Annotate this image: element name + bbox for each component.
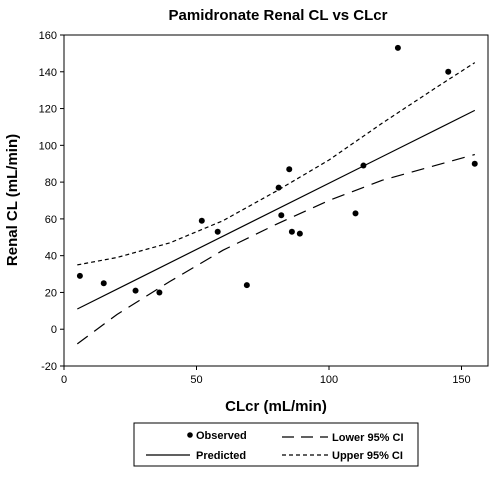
observed-point — [471, 160, 478, 167]
x-tick-label: 0 — [61, 374, 67, 386]
y-tick-label: 0 — [51, 324, 57, 336]
series-lines — [76, 62, 476, 345]
legend-box — [133, 422, 419, 467]
observed-point — [288, 228, 295, 235]
chart-title: Pamidronate Renal CL vs CLcr — [169, 7, 388, 24]
y-tick-label: -20 — [41, 361, 57, 373]
observed-point — [214, 228, 221, 235]
legend-observed-marker — [187, 432, 193, 438]
y-tick-label: 80 — [45, 177, 57, 189]
observed-point — [100, 280, 107, 287]
x-tick-label: 50 — [190, 374, 202, 386]
y-tick-label: 140 — [39, 67, 57, 79]
observed-point — [394, 44, 401, 51]
series-line-lower-95-ci — [76, 153, 475, 345]
observed-point — [445, 68, 452, 75]
legend-predicted-label: Predicted — [196, 450, 246, 462]
series-line-predicted — [77, 109, 476, 310]
observed-point — [278, 212, 285, 219]
legend-upper-ci-label: Upper 95% CI — [332, 450, 403, 462]
y-axis-title: Renal CL (mL/min) — [4, 134, 21, 266]
y-tick-label: 120 — [39, 104, 57, 116]
x-axis: 0 50 100 150 — [61, 366, 471, 386]
series-line-upper-95-ci — [77, 62, 476, 266]
observed-point — [156, 289, 163, 296]
y-axis: -20 0 20 40 60 80 100 120 140 160 — [39, 30, 64, 373]
y-tick-label: 40 — [45, 251, 57, 263]
observed-point — [76, 272, 83, 279]
observed-point — [243, 282, 250, 289]
y-tick-label: 100 — [39, 140, 57, 152]
observed-point — [132, 287, 139, 294]
x-axis-title: CLcr (mL/min) — [225, 398, 327, 415]
plot-frame — [63, 34, 489, 367]
observed-point — [296, 230, 303, 237]
legend-observed-label: Observed — [196, 430, 247, 442]
x-tick-label: 150 — [452, 374, 470, 386]
observed-point — [275, 184, 282, 191]
legend-lower-ci-label: Lower 95% CI — [332, 432, 404, 444]
y-tick-label: 60 — [45, 214, 57, 226]
observed-point — [286, 166, 293, 173]
y-tick-label: 20 — [45, 287, 57, 299]
y-tick-label: 160 — [39, 30, 57, 42]
observed-point — [352, 210, 359, 217]
observed-point — [360, 162, 367, 169]
x-tick-label: 100 — [320, 374, 338, 386]
observed-points — [76, 44, 478, 296]
legend: Observed Predicted Lower 95% CI Upper 95… — [133, 422, 419, 467]
observed-point — [198, 217, 205, 224]
